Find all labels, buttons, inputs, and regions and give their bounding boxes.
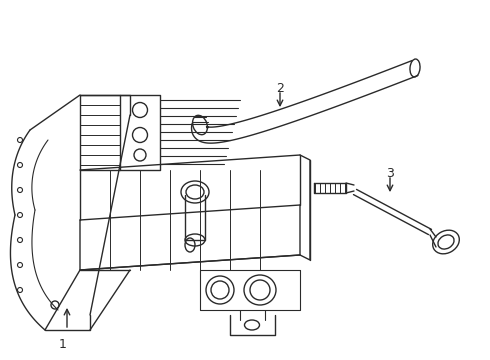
Text: 1: 1 xyxy=(59,338,67,351)
Text: 2: 2 xyxy=(276,82,284,95)
Text: 3: 3 xyxy=(386,167,394,180)
